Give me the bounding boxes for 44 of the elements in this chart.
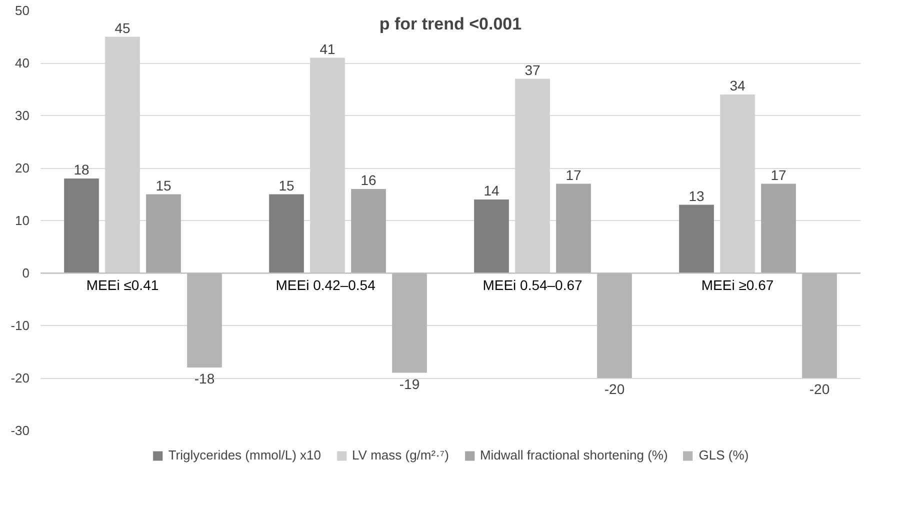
x-tick-label: MEEi ≤0.41 bbox=[86, 277, 159, 293]
bar bbox=[351, 189, 386, 273]
data-label: 16 bbox=[360, 172, 376, 188]
bar bbox=[269, 194, 304, 273]
y-tick-label: -30 bbox=[10, 423, 30, 438]
x-tick-label: MEEi 0.54–0.67 bbox=[482, 277, 583, 293]
y-tick-label: 40 bbox=[15, 56, 30, 70]
data-label: 18 bbox=[74, 162, 90, 178]
data-label: 17 bbox=[770, 166, 786, 183]
bar bbox=[64, 178, 99, 273]
data-label: 13 bbox=[688, 188, 704, 204]
annotation: p for trend <0.001 bbox=[379, 14, 522, 34]
data-label: -20 bbox=[604, 381, 625, 397]
x-tick-label: MEEi 0.42–0.54 bbox=[276, 277, 376, 293]
bar bbox=[515, 78, 550, 273]
data-label: -18 bbox=[194, 370, 215, 386]
data-label: 15 bbox=[278, 177, 294, 194]
bar bbox=[720, 94, 755, 273]
y-tick-label: 50 bbox=[15, 3, 30, 18]
bar bbox=[761, 184, 796, 273]
y-tick-label: 30 bbox=[15, 108, 30, 123]
data-label: 15 bbox=[156, 177, 172, 194]
y-tick-label: 10 bbox=[15, 213, 30, 228]
legend-label: LV mass (g/m²·⁷) bbox=[352, 448, 449, 462]
bar bbox=[679, 204, 714, 273]
y-tick-label: 20 bbox=[15, 160, 30, 176]
data-label: 37 bbox=[524, 62, 540, 78]
data-label: 34 bbox=[730, 78, 746, 94]
legend-label: Triglycerides (mmol/L) x10 bbox=[168, 448, 322, 462]
data-label: 14 bbox=[484, 182, 500, 198]
x-tick-label: MEEi ≥0.67 bbox=[701, 277, 774, 293]
data-label: 45 bbox=[114, 20, 130, 36]
data-label: -20 bbox=[809, 381, 830, 397]
bar bbox=[474, 200, 509, 273]
bar bbox=[146, 194, 181, 273]
y-tick-label: 0 bbox=[22, 266, 30, 280]
data-label: 17 bbox=[566, 166, 582, 183]
legend-label: Midwall fractional shortening (%) bbox=[480, 448, 668, 462]
bar bbox=[556, 184, 591, 273]
y-tick-label: -10 bbox=[10, 318, 30, 333]
legend-label: GLS (%) bbox=[698, 448, 749, 462]
data-label: -19 bbox=[399, 376, 420, 392]
y-tick-label: -20 bbox=[10, 370, 30, 386]
data-label: 41 bbox=[320, 40, 336, 57]
